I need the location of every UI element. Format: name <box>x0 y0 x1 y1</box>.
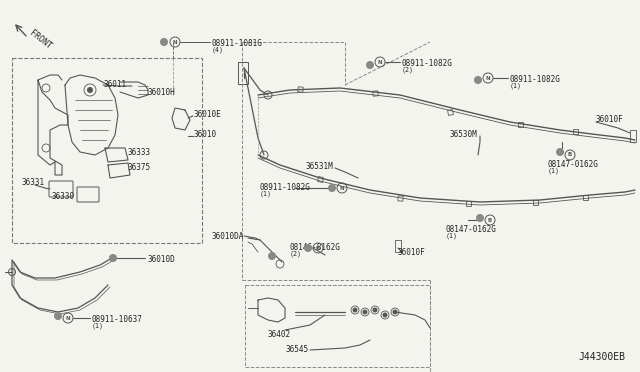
Text: 36010F: 36010F <box>398 248 426 257</box>
Text: 36010DA: 36010DA <box>212 232 244 241</box>
Circle shape <box>477 215 483 221</box>
Text: 36531M: 36531M <box>305 162 333 171</box>
Text: N: N <box>340 186 344 190</box>
Text: (2): (2) <box>290 250 302 257</box>
Circle shape <box>363 310 367 314</box>
Bar <box>518 122 523 127</box>
Text: 08911-1081G: 08911-1081G <box>212 39 263 48</box>
Text: 08147-0162G: 08147-0162G <box>446 225 497 234</box>
Bar <box>583 195 588 200</box>
Text: N: N <box>173 39 177 45</box>
Bar <box>630 130 636 142</box>
Bar <box>372 91 378 96</box>
Text: 36330: 36330 <box>52 192 75 201</box>
Text: N: N <box>486 76 490 80</box>
Circle shape <box>328 185 335 192</box>
Circle shape <box>367 61 374 68</box>
Text: N: N <box>66 315 70 321</box>
Circle shape <box>88 87 93 93</box>
Text: 08911-1082G: 08911-1082G <box>260 183 311 192</box>
Text: B: B <box>488 218 492 222</box>
Text: 36331: 36331 <box>22 178 45 187</box>
Bar <box>12 58 202 243</box>
Bar <box>317 177 323 182</box>
Text: 36010E: 36010E <box>193 110 221 119</box>
Circle shape <box>353 308 357 312</box>
Circle shape <box>373 308 377 312</box>
Circle shape <box>54 312 61 320</box>
Text: (4): (4) <box>212 46 224 53</box>
Text: 36375: 36375 <box>128 163 151 172</box>
Text: (1): (1) <box>510 83 522 89</box>
Bar <box>298 87 303 92</box>
Text: 36545: 36545 <box>285 345 308 354</box>
Text: (1): (1) <box>548 167 560 174</box>
Text: FRONT: FRONT <box>28 28 53 51</box>
Text: (1): (1) <box>92 323 104 329</box>
Text: 36010: 36010 <box>193 130 216 139</box>
Circle shape <box>474 77 481 83</box>
Text: 36402: 36402 <box>268 330 291 339</box>
Circle shape <box>383 313 387 317</box>
Circle shape <box>269 253 275 260</box>
Text: B: B <box>316 246 320 250</box>
Bar <box>447 110 453 115</box>
Circle shape <box>393 310 397 314</box>
Text: 36530M: 36530M <box>450 130 477 139</box>
Bar <box>395 240 401 252</box>
Text: 36010H: 36010H <box>148 88 176 97</box>
Bar <box>573 129 578 134</box>
Text: J44300EB: J44300EB <box>578 352 625 362</box>
Bar <box>398 196 403 201</box>
Text: 36010D: 36010D <box>147 255 175 264</box>
Circle shape <box>161 38 168 45</box>
Text: 08911-1082G: 08911-1082G <box>402 59 453 68</box>
Text: 36011: 36011 <box>103 80 126 89</box>
Text: 08911-10637: 08911-10637 <box>92 315 143 324</box>
Bar <box>238 62 248 84</box>
Text: 36333: 36333 <box>128 148 151 157</box>
Circle shape <box>109 254 116 262</box>
Text: N: N <box>378 60 382 64</box>
Text: 36010F: 36010F <box>596 115 624 124</box>
Circle shape <box>557 148 563 155</box>
Text: (1): (1) <box>260 190 272 197</box>
Text: 08146-8162G: 08146-8162G <box>290 243 341 252</box>
Bar <box>466 201 471 206</box>
Bar <box>245 285 430 367</box>
Text: (1): (1) <box>446 232 458 239</box>
Text: (2): (2) <box>402 67 414 73</box>
Text: 08911-1082G: 08911-1082G <box>510 75 561 84</box>
Text: B: B <box>568 153 572 157</box>
Text: 08147-0162G: 08147-0162G <box>548 160 599 169</box>
Circle shape <box>305 244 312 251</box>
Bar <box>533 200 538 205</box>
